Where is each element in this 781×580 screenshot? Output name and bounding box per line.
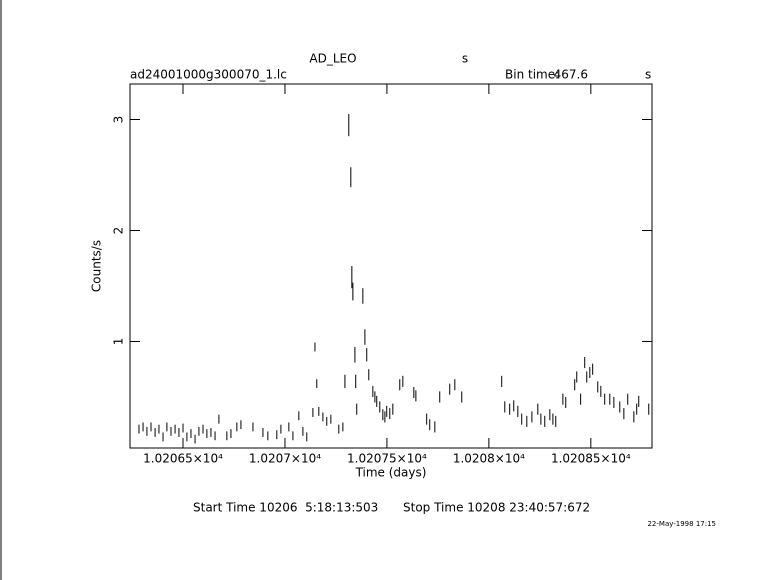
y-tick-label: 3	[112, 116, 126, 124]
chart-title: AD_LEO	[309, 52, 356, 66]
y-tick-label: 2	[112, 227, 126, 235]
bin-time-label: Bin time:	[505, 68, 559, 82]
file-name: ad24001000g300070_1.lc	[130, 68, 287, 82]
x-tick-label: 1.0208×10⁴	[453, 452, 525, 466]
y-tick-label: 1	[112, 338, 126, 346]
y-axis-label: Counts/s	[90, 240, 104, 292]
x-tick-label: 1.02065×10⁴	[143, 452, 223, 466]
bin-time: 467.6	[554, 68, 588, 82]
plot-frame	[129, 83, 653, 449]
timestamp: 22-May-1998 17:15	[647, 520, 716, 528]
title-suffix: s	[462, 52, 468, 66]
x-axis-label: Time (days)	[355, 466, 427, 480]
stop-time: Stop Time 10208 23:40:57:672	[403, 501, 590, 515]
start-time: Start Time 10206 5:18:13:503	[193, 501, 378, 515]
x-tick-label: 1.02085×10⁴	[551, 452, 631, 466]
bin-time-unit: s	[645, 68, 651, 82]
x-tick-label: 1.0207×10⁴	[249, 452, 321, 466]
x-tick-label: 1.02075×10⁴	[347, 452, 427, 466]
